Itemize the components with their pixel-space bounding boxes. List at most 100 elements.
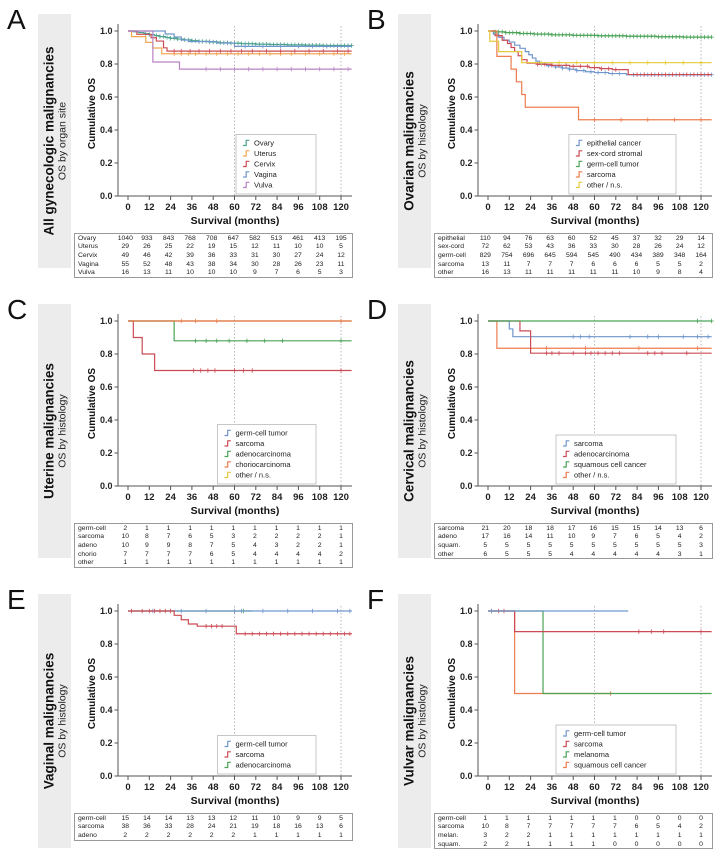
risk-cell: 9: [252, 269, 257, 277]
risk-cell: 62: [503, 243, 511, 251]
risk-cell: 24: [207, 823, 216, 831]
risk-cell: 5: [591, 541, 596, 549]
risk-cell: 5: [505, 550, 509, 558]
legend-label: other / n.s.: [587, 181, 622, 190]
risk-table-row: squam. 5 5 5 5 5 5 5 5 5 5 3: [435, 541, 713, 550]
x-tick-label: 120: [693, 782, 709, 793]
risk-cell: 0: [699, 840, 703, 848]
risk-cell: 7: [591, 823, 596, 831]
risk-cell: 23: [315, 260, 324, 268]
x-tick-label: 96: [653, 202, 664, 213]
risk-cell: 5: [209, 533, 214, 541]
risk-cell: 696: [522, 251, 535, 259]
risk-cell: 0: [699, 814, 703, 822]
legend-label: sarcoma: [236, 439, 266, 448]
panel-F: F Vulvar malignancies OS by histology 0.…: [360, 580, 721, 862]
x-axis-label: Survival (months): [191, 505, 280, 517]
risk-cell: 7: [526, 260, 531, 268]
risk-cell: 30: [251, 260, 259, 268]
km-curve-germ-cell-tumor: [488, 30, 712, 38]
x-tick-label: 36: [187, 202, 198, 213]
legend-key-icon: [243, 171, 250, 178]
risk-cell: 42: [164, 251, 173, 259]
legend-label: germ-cell tumor: [236, 740, 289, 749]
censor-marks-sarcoma: [592, 117, 704, 122]
x-tick-label: 12: [504, 492, 515, 503]
risk-cell: 43: [186, 260, 194, 268]
x-tick-label: 48: [568, 782, 579, 793]
x-tick-label: 0: [125, 492, 130, 503]
panel-title: Uterine malignancies: [41, 363, 56, 499]
risk-cell: 5: [526, 550, 531, 558]
risk-table-row: adeno 10 9 9 8 7 5 4 3 2 2 1: [75, 541, 353, 550]
x-tick-label: 72: [611, 782, 622, 793]
risk-cell: 1: [699, 831, 703, 839]
legend-label: adenocarcinoma: [236, 450, 292, 459]
risk-cell: 9: [591, 533, 596, 541]
risk-cell: 933: [141, 234, 153, 242]
y-tick-label: 0.2: [460, 158, 473, 168]
risk-cell: 490: [609, 251, 621, 259]
y-tick-label: 0.6: [100, 672, 113, 682]
y-tick-label: 0.2: [460, 738, 473, 748]
x-tick-label: 36: [187, 782, 198, 793]
risk-row-label: melan.: [438, 831, 459, 839]
censor-marks-uterus: [171, 51, 347, 56]
x-tick-label: 24: [165, 492, 176, 503]
risk-cell: 33: [589, 243, 598, 251]
risk-table: sarcoma 21 20 18 18 17 16 15 15 14 13 6 adeno 17 16 14 1…: [434, 523, 713, 560]
risk-cell: 11: [272, 243, 280, 251]
risk-cell: 5: [569, 541, 574, 549]
risk-cell: 27: [294, 251, 302, 259]
risk-cell: 36: [207, 251, 216, 259]
risk-cell: 4: [677, 823, 682, 831]
risk-table-row: Ovary 1040 933 843 768 708 647 582 513 461 413 195: [75, 234, 353, 243]
risk-cell: 63: [546, 234, 554, 242]
x-tick-label: 48: [568, 492, 579, 503]
risk-cell: 829: [479, 251, 491, 259]
risk-cell: 647: [227, 234, 239, 242]
risk-cell: 1: [209, 524, 214, 532]
y-tick-label: 0.6: [460, 382, 473, 392]
legend-key-icon: [575, 171, 583, 178]
legend-key-icon: [224, 761, 231, 769]
legend-key-icon: [575, 160, 583, 168]
risk-cell: 16: [589, 524, 598, 532]
censor-marks-vulva: [203, 66, 351, 72]
risk-cell: 25: [164, 243, 173, 251]
risk-cell: 5: [231, 550, 236, 558]
risk-table-row: adeno 17 16 14 11 10 9 7 6 5 4 2: [435, 533, 713, 542]
risk-cell: 1: [612, 831, 617, 839]
risk-cell: 30: [611, 243, 619, 251]
x-tick-label: 0: [485, 492, 490, 503]
risk-cell: 8: [677, 269, 682, 277]
risk-cell: 5: [656, 533, 660, 541]
risk-cell: 2: [166, 831, 171, 839]
risk-cell: 21: [229, 823, 238, 831]
km-curve-vagina: [128, 30, 352, 47]
x-tick-label: 24: [165, 202, 176, 213]
y-tick-label: 0.2: [460, 448, 473, 458]
panel-subtitle: OS by histology: [416, 394, 428, 468]
censor-marks-sarcoma: [191, 368, 344, 373]
risk-table-row: epithelial 110 94 76 63 60 52 45 37 32 29 14: [435, 234, 713, 243]
y-tick-label: 0.4: [100, 415, 113, 425]
risk-cell: 545: [587, 251, 599, 259]
x-tick-label: 36: [187, 492, 198, 503]
km-plot: 0.0 0.2 0.4 0.6 0.8 1.0 0 12 24 36 48 60 72 84 96 108 12…: [447, 604, 712, 807]
y-axis-label: Cumulative OS: [87, 368, 98, 439]
risk-cell: 60: [567, 234, 576, 242]
risk-cell: 5: [483, 541, 488, 549]
risk-cell: 36: [143, 823, 151, 831]
risk-cell: 20: [503, 524, 511, 532]
x-tick-label: 108: [672, 492, 688, 503]
censor-marks-ovary: [143, 31, 354, 48]
risk-table-row: sarcoma 10 8 7 6 5 3 2 2 2 2 1: [75, 533, 353, 542]
risk-cell: 645: [544, 251, 556, 259]
risk-cell: 11: [546, 269, 554, 277]
x-tick-label: 24: [165, 782, 176, 793]
x-axis-label: Survival (months): [551, 505, 640, 517]
censor-marks-sarcoma: [571, 334, 711, 339]
x-tick-label: 96: [293, 782, 304, 793]
x-tick-label: 0: [485, 782, 490, 793]
